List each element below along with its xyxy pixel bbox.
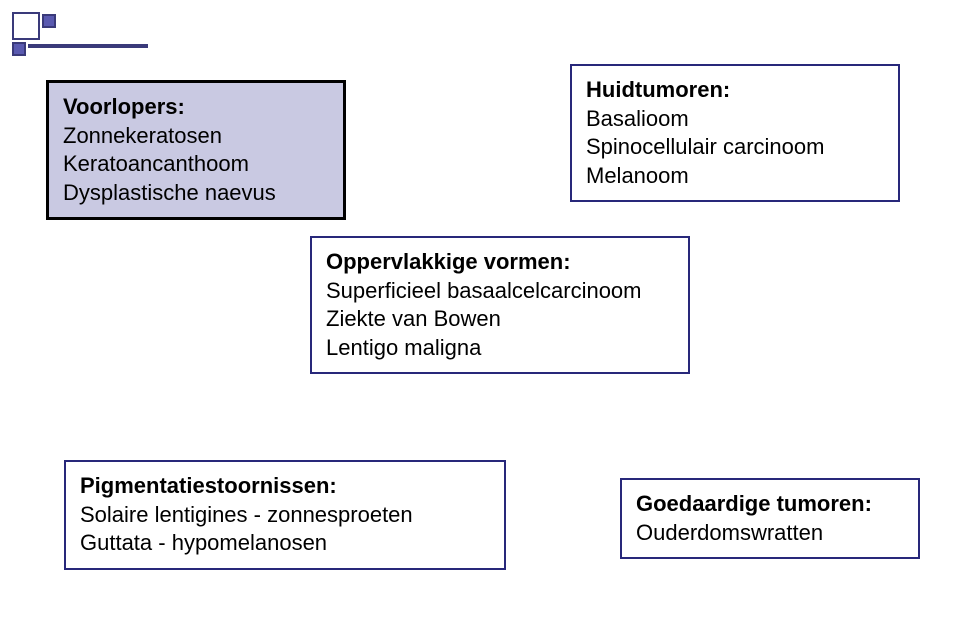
box-goedaardige-tumoren: Goedaardige tumoren: Ouderdomswratten: [620, 478, 920, 559]
huidtumoren-item-3: Melanoom: [586, 162, 884, 191]
pigment-item-1: Solaire lentigines - zonnesproeten: [80, 501, 490, 530]
logo-square-big: [12, 12, 40, 40]
pigment-heading: Pigmentatiestoornissen:: [80, 472, 490, 501]
huidtumoren-item-1: Basalioom: [586, 105, 884, 134]
goedaardig-heading: Goedaardige tumoren:: [636, 490, 904, 519]
vormen-item-3: Lentigo maligna: [326, 334, 674, 363]
voorlopers-item-2: Keratoancanthoom: [63, 150, 329, 179]
goedaardig-item-1: Ouderdomswratten: [636, 519, 904, 548]
vormen-item-1: Superficieel basaalcelcarcinoom: [326, 277, 674, 306]
box-voorlopers: Voorlopers: Zonnekeratosen Keratoancanth…: [46, 80, 346, 220]
logo-underline-bar: [28, 44, 148, 48]
box-oppervlakkige-vormen: Oppervlakkige vormen: Superficieel basaa…: [310, 236, 690, 374]
vormen-heading: Oppervlakkige vormen:: [326, 248, 674, 277]
voorlopers-item-1: Zonnekeratosen: [63, 122, 329, 151]
vormen-item-2: Ziekte van Bowen: [326, 305, 674, 334]
huidtumoren-heading: Huidtumoren:: [586, 76, 884, 105]
voorlopers-heading: Voorlopers:: [63, 93, 329, 122]
logo-square-small-1: [42, 14, 56, 28]
box-pigmentatiestoornissen: Pigmentatiestoornissen: Solaire lentigin…: [64, 460, 506, 570]
pigment-item-2: Guttata - hypomelanosen: [80, 529, 490, 558]
logo-square-small-2: [12, 42, 26, 56]
huidtumoren-item-2: Spinocellulair carcinoom: [586, 133, 884, 162]
box-huidtumoren: Huidtumoren: Basalioom Spinocellulair ca…: [570, 64, 900, 202]
slide-corner-logo: [12, 12, 66, 66]
voorlopers-item-3: Dysplastische naevus: [63, 179, 329, 208]
